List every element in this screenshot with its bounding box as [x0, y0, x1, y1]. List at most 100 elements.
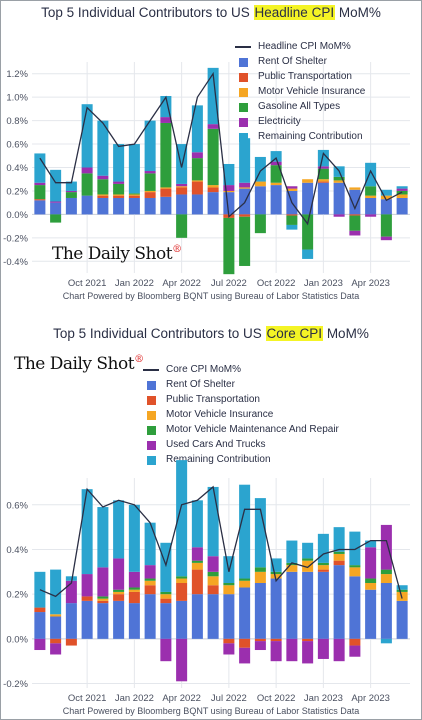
chart1-bar-motor-vehicle-insurance[interactable]	[333, 180, 345, 183]
chart2-bar-motor-vehicle-insurance[interactable]	[50, 614, 62, 617]
chart1-bar-gasoline-all-types[interactable]	[239, 216, 251, 266]
chart1-bar-gasoline-all-types[interactable]	[317, 168, 329, 180]
chart2-bar-public-transportation[interactable]	[144, 585, 156, 595]
chart2-bar-motor-vehicle-maintenance-and-repair[interactable]	[113, 589, 125, 592]
chart2-bar-used-cars-and-trucks[interactable]	[270, 641, 282, 662]
chart2-bar-public-transportation[interactable]	[65, 638, 77, 646]
chart1-bar-public-transportation[interactable]	[113, 195, 125, 198]
chart2-bar-rent-of-shelter[interactable]	[380, 583, 392, 639]
chart1-bar-rent-of-shelter[interactable]	[396, 197, 408, 215]
chart1-legend-item[interactable]: Rent Of Shelter	[235, 56, 415, 68]
chart2-bar-used-cars-and-trucks[interactable]	[254, 641, 266, 651]
chart1-bar-public-transportation[interactable]	[207, 187, 219, 193]
chart2-bar-rent-of-shelter[interactable]	[333, 565, 345, 639]
chart1-bar-remaining-contribution[interactable]	[239, 138, 251, 183]
chart2-bar-public-transportation[interactable]	[113, 594, 125, 601]
chart2-bar-used-cars-and-trucks[interactable]	[223, 643, 235, 655]
chart2-bar-rent-of-shelter[interactable]	[223, 594, 235, 639]
chart2-bar-used-cars-and-trucks[interactable]	[302, 641, 314, 664]
chart1-bar-gasoline-all-types[interactable]	[144, 173, 156, 191]
chart2-bar-motor-vehicle-maintenance-and-repair[interactable]	[176, 576, 188, 579]
chart1-bar-motor-vehicle-insurance[interactable]	[239, 187, 251, 189]
chart1-bar-gasoline-all-types[interactable]	[34, 185, 46, 200]
chart2-bar-rent-of-shelter[interactable]	[113, 600, 125, 639]
chart2-bar-motor-vehicle-insurance[interactable]	[144, 580, 156, 586]
chart2-bar-motor-vehicle-maintenance-and-repair[interactable]	[286, 562, 298, 566]
chart1-bar-motor-vehicle-insurance[interactable]	[365, 195, 377, 198]
chart1-bar-motor-vehicle-insurance[interactable]	[128, 194, 140, 196]
chart1-bar-electricity[interactable]	[113, 181, 125, 184]
chart2-bar-motor-vehicle-insurance[interactable]	[302, 560, 314, 572]
chart1-bar-electricity[interactable]	[144, 171, 156, 174]
chart2-bar-motor-vehicle-maintenance-and-repair[interactable]	[207, 571, 219, 577]
chart2-bar-motor-vehicle-maintenance-and-repair[interactable]	[333, 551, 345, 554]
chart1-bar-public-transportation[interactable]	[128, 195, 140, 198]
chart1-bar-motor-vehicle-insurance[interactable]	[207, 185, 219, 188]
chart2-bar-public-transportation[interactable]	[191, 569, 203, 595]
chart1-bar-gasoline-all-types[interactable]	[176, 214, 188, 238]
chart1-bar-gasoline-all-types[interactable]	[50, 214, 62, 223]
chart2-bar-motor-vehicle-insurance[interactable]	[160, 594, 172, 599]
chart2-bar-motor-vehicle-insurance[interactable]	[191, 562, 203, 570]
chart1-bar-gasoline-all-types[interactable]	[81, 173, 93, 196]
chart1-bar-remaining-contribution[interactable]	[128, 144, 140, 194]
chart2-bar-motor-vehicle-maintenance-and-repair[interactable]	[270, 571, 282, 575]
chart2-bar-motor-vehicle-maintenance-and-repair[interactable]	[160, 591, 172, 595]
chart2-bar-used-cars-and-trucks[interactable]	[81, 574, 93, 597]
chart1-bar-gasoline-all-types[interactable]	[365, 186, 377, 196]
chart1-bar-public-transportation[interactable]	[239, 214, 251, 217]
chart2-bar-rent-of-shelter[interactable]	[302, 571, 314, 639]
chart1-bar-rent-of-shelter[interactable]	[34, 200, 46, 215]
chart1-bar-gasoline-all-types[interactable]	[191, 158, 203, 181]
chart2-bar-used-cars-and-trucks[interactable]	[349, 645, 361, 657]
chart2-bar-rent-of-shelter[interactable]	[191, 594, 203, 639]
chart1-bar-motor-vehicle-insurance[interactable]	[254, 181, 266, 187]
chart2-bar-remaining-contribution[interactable]	[113, 500, 125, 559]
chart1-bar-rent-of-shelter[interactable]	[254, 186, 266, 215]
chart2-bar-motor-vehicle-insurance[interactable]	[176, 578, 188, 583]
chart1-bar-electricity[interactable]	[65, 190, 77, 193]
chart2-bar-motor-vehicle-insurance[interactable]	[207, 576, 219, 586]
chart1-bar-public-transportation[interactable]	[191, 181, 203, 195]
chart2-bar-rent-of-shelter[interactable]	[349, 576, 361, 639]
chart2-bar-rent-of-shelter[interactable]	[160, 603, 172, 639]
chart1-bar-motor-vehicle-insurance[interactable]	[113, 194, 125, 196]
chart2-bar-public-transportation[interactable]	[223, 638, 235, 644]
chart1-bar-electricity[interactable]	[365, 214, 377, 217]
chart1-bar-electricity[interactable]	[333, 214, 345, 217]
chart2-bar-public-transportation[interactable]	[333, 560, 345, 566]
chart2-legend-item[interactable]: Motor Vehicle Insurance	[143, 409, 343, 421]
chart1-bar-electricity[interactable]	[97, 175, 109, 180]
chart2-legend-item[interactable]: Used Cars And Trucks	[143, 439, 343, 451]
chart1-bar-gasoline-all-types[interactable]	[286, 215, 298, 225]
chart2-bar-public-transportation[interactable]	[128, 591, 140, 604]
chart2-bar-remaining-contribution[interactable]	[286, 540, 298, 563]
chart2-bar-motor-vehicle-insurance[interactable]	[113, 591, 125, 595]
chart2-bar-rent-of-shelter[interactable]	[81, 600, 93, 639]
chart2-bar-used-cars-and-trucks[interactable]	[333, 638, 345, 662]
chart1-bar-gasoline-all-types[interactable]	[223, 217, 235, 275]
chart2-bar-rent-of-shelter[interactable]	[207, 594, 219, 639]
chart1-bar-motor-vehicle-insurance[interactable]	[160, 187, 172, 189]
chart1-line-series[interactable]	[39, 71, 403, 226]
chart1-bar-rent-of-shelter[interactable]	[191, 194, 203, 215]
chart2-bar-rent-of-shelter[interactable]	[286, 571, 298, 639]
chart1-bar-motor-vehicle-insurance[interactable]	[270, 182, 282, 186]
chart1-bar-rent-of-shelter[interactable]	[81, 195, 93, 215]
chart1-bar-rent-of-shelter[interactable]	[97, 197, 109, 215]
chart2-bar-used-cars-and-trucks[interactable]	[160, 638, 172, 662]
chart1-bar-gasoline-all-types[interactable]	[333, 176, 345, 181]
chart2-bar-motor-vehicle-insurance[interactable]	[333, 553, 345, 561]
chart2-bar-used-cars-and-trucks[interactable]	[380, 524, 392, 570]
chart2-bar-public-transportation[interactable]	[176, 583, 188, 601]
chart1-bar-remaining-contribution[interactable]	[317, 149, 329, 167]
chart1-bar-gasoline-all-types[interactable]	[380, 214, 392, 237]
chart1-bar-electricity[interactable]	[207, 124, 219, 129]
chart2-bar-used-cars-and-trucks[interactable]	[365, 547, 377, 579]
chart2-bar-public-transportation[interactable]	[81, 596, 93, 601]
chart1-bar-electricity[interactable]	[270, 161, 282, 166]
chart2-bar-used-cars-and-trucks[interactable]	[65, 580, 77, 604]
chart1-bar-rent-of-shelter[interactable]	[50, 202, 62, 215]
chart2-bar-motor-vehicle-maintenance-and-repair[interactable]	[191, 560, 203, 563]
chart2-bar-remaining-contribution[interactable]	[176, 460, 188, 577]
